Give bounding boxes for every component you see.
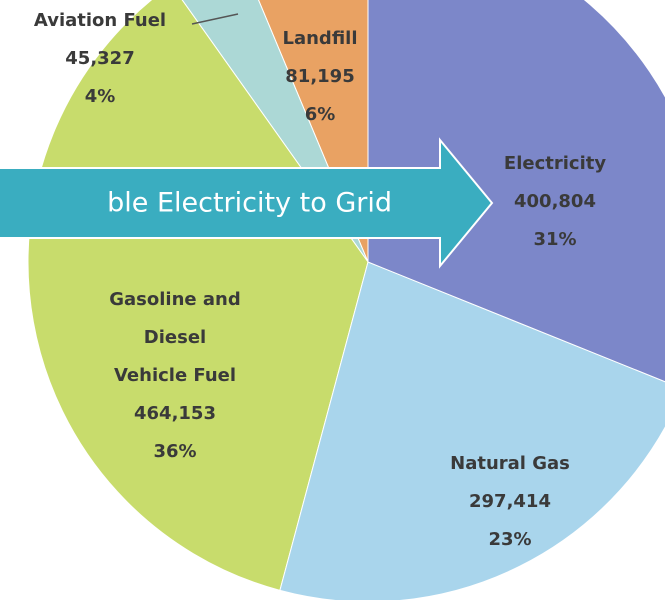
- arrow: ble Electricity to Grid: [0, 137, 494, 269]
- value-label: 81,195: [285, 66, 355, 87]
- pie-slice: [257, 0, 369, 263]
- category: Aviation Fuel: [33, 10, 167, 31]
- pie-slice: [279, 261, 665, 600]
- slice-label: Aviation Fuel 45,327 4%: [0, 2, 200, 116]
- slice-label: Gasoline and Diesel Vehicle Fuel 464,153 3…: [75, 281, 275, 471]
- category: Electricity: [503, 153, 607, 174]
- arrow-shape: [0, 137, 494, 269]
- percent-label: 23%: [488, 529, 532, 550]
- pie-slice: [27, 0, 369, 591]
- slice-label: Natural Gas 297,414 23%: [410, 445, 610, 559]
- value-label: 297,414: [469, 491, 551, 512]
- value-label: 464,153: [134, 403, 216, 424]
- percent-label: 6%: [304, 104, 336, 125]
- leader-line: [191, 13, 239, 25]
- percent-label: 36%: [153, 441, 197, 462]
- value-label: 400,804: [514, 191, 596, 212]
- slice-label: Electricity 400,804 31%: [455, 145, 655, 259]
- arrow-label: ble Electricity to Grid: [107, 188, 392, 219]
- value-label: 45,327: [65, 48, 135, 69]
- pie-slice: [367, 0, 665, 383]
- category: Natural Gas: [450, 453, 570, 474]
- percent-label: 31%: [533, 229, 577, 250]
- percent-label: 4%: [84, 86, 116, 107]
- slice-label: Landfill 81,195 6%: [220, 20, 420, 134]
- category: Landfill: [282, 28, 358, 49]
- category: Gasoline and Diesel Vehicle Fuel: [109, 289, 241, 386]
